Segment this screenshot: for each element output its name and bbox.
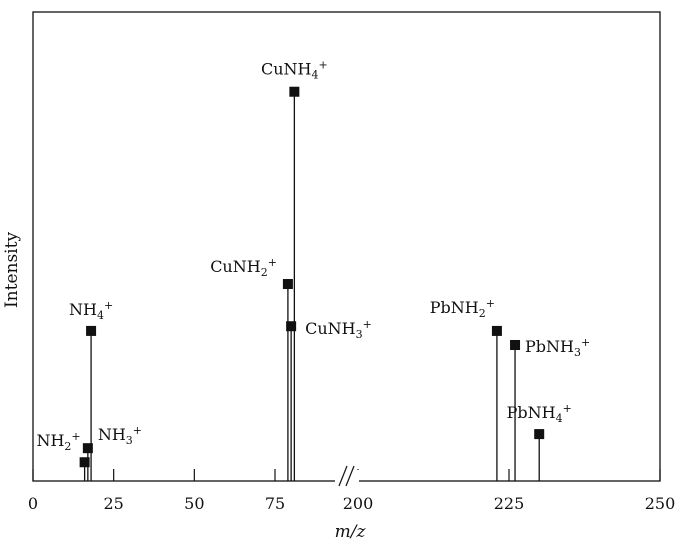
- x-tick-label: 25: [103, 494, 123, 513]
- peak-label: NH2+: [36, 430, 80, 453]
- peak-label: CuNH3+: [305, 318, 372, 341]
- peak-label: PbNH2+: [430, 297, 495, 320]
- peak-marker: [86, 325, 97, 336]
- peak-label: CuNH2+: [210, 256, 277, 279]
- peak-marker: [510, 339, 521, 350]
- x-tick-label: 75: [265, 494, 285, 513]
- peak-markers: [79, 86, 545, 468]
- peak-marker: [491, 325, 502, 336]
- x-axis-label: m/z: [335, 522, 367, 542]
- peak-label: NH4+: [69, 299, 113, 322]
- peak-marker: [534, 429, 545, 440]
- x-tick-label: 0: [28, 494, 38, 513]
- peak-marker: [289, 86, 300, 97]
- peak-label: CuNH4+: [261, 59, 328, 82]
- peak-label: PbNH3+: [525, 336, 590, 359]
- peak-labels: NH2+ NH3+ NH4+ CuNH2+ CuNH3+ CuNH4+ PbNH2+ PbNH…: [36, 59, 590, 454]
- x-tick-label: 250: [645, 494, 676, 513]
- axis-break-symbol: [335, 465, 359, 487]
- peak-label: PbNH4+: [507, 402, 572, 425]
- x-tick-label: 50: [184, 494, 204, 513]
- x-tick-label: 200: [343, 494, 374, 513]
- peak-marker: [79, 457, 90, 468]
- peak-label: NH3+: [98, 424, 142, 447]
- peak-marker: [282, 279, 293, 290]
- x-tick-label: 225: [494, 494, 525, 513]
- y-axis-label: Intensity: [2, 232, 22, 308]
- peak-marker: [286, 321, 297, 332]
- peak-stems: [83, 91, 540, 481]
- peak-marker: [82, 443, 93, 454]
- x-axis-tick-labels: 0 25 50 75 200 225 250: [28, 494, 675, 513]
